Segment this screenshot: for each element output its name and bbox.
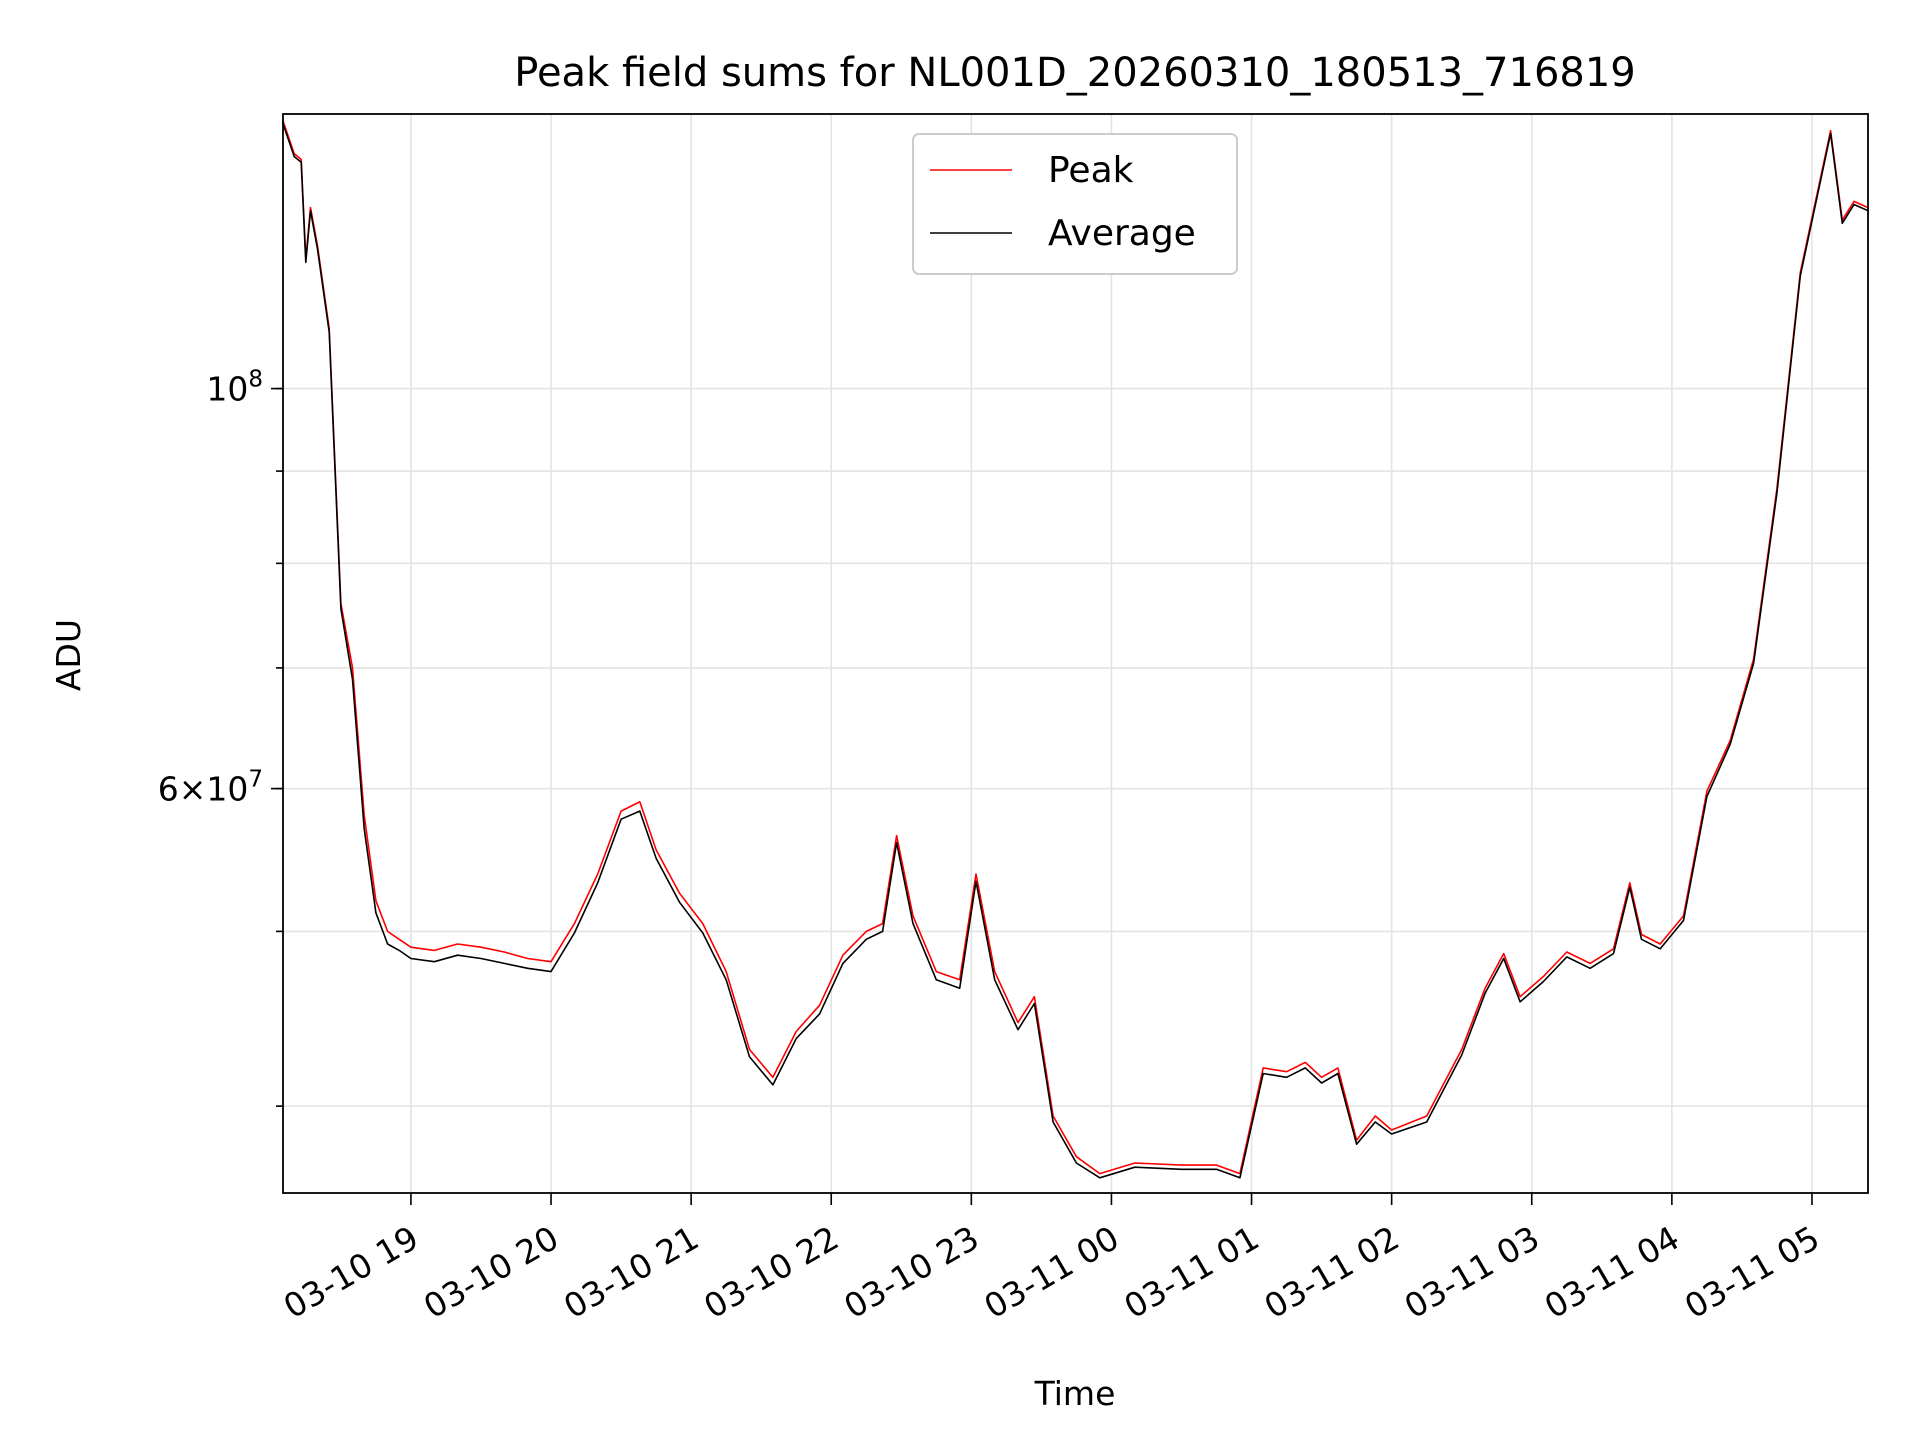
x-tick-label: 03-11 00 [977,1218,1125,1326]
plot-area-frame [282,113,1869,1194]
y-tick-label: 108 [206,367,263,409]
x-tick-label: 03-11 01 [1118,1218,1266,1326]
x-tick-label: 03-10 23 [837,1218,985,1326]
x-tick-label: 03-10 22 [697,1218,845,1326]
series-line-peak [281,119,1869,1175]
legend-label-peak: Peak [1048,150,1134,191]
x-tick-label: 03-11 04 [1538,1218,1686,1326]
x-tick-label: 03-11 05 [1678,1218,1826,1326]
series-line-average [281,122,1869,1179]
y-axis: 108 6×107 [158,367,283,1107]
y-axis-label: ADU [49,619,88,691]
legend-label-average: Average [1048,213,1196,254]
grid [283,114,1868,1193]
x-axis-label: Time [1034,1374,1116,1413]
x-tick-label: 03-10 20 [417,1218,565,1326]
x-tick-label: 03-10 19 [277,1218,425,1326]
chart-title: Peak field sums for NL001D_20260310_1805… [514,50,1635,96]
x-tick-label: 03-10 21 [557,1218,705,1326]
x-tick-label: 03-11 02 [1258,1218,1406,1326]
y-tick-label: 6×107 [158,767,263,809]
x-tick-label: 03-11 03 [1398,1218,1546,1326]
legend-box [912,133,1238,275]
legend: Peak Average [912,133,1238,275]
series-layer [281,119,1869,1179]
